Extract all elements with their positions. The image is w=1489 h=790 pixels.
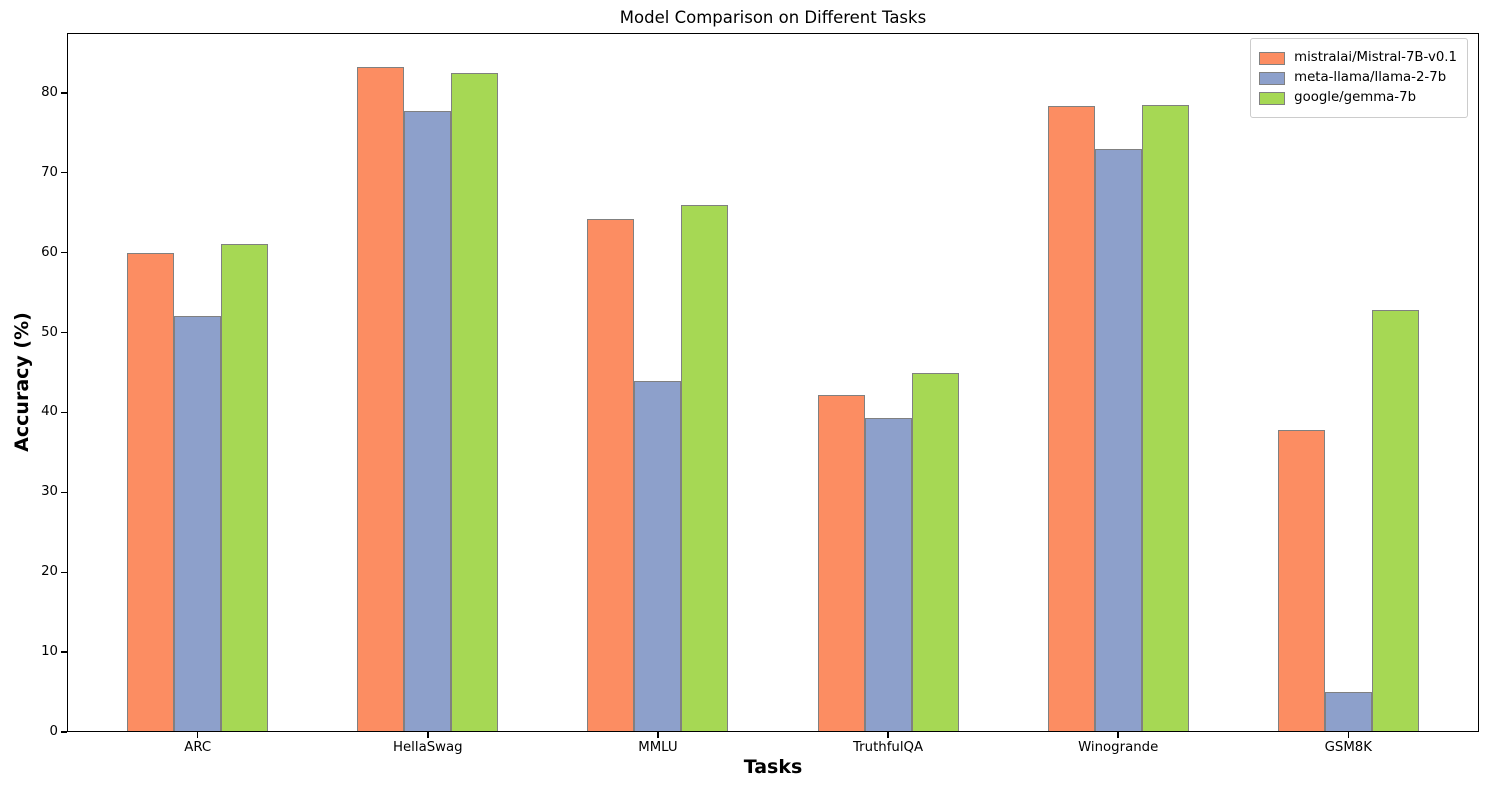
- legend-label: meta-llama/llama-2-7b: [1294, 70, 1447, 85]
- y-tick-mark: [61, 731, 67, 733]
- y-tick-mark: [61, 92, 67, 94]
- axes-border: [67, 33, 1479, 732]
- bar: [911, 373, 959, 732]
- x-tick-mark: [657, 732, 659, 738]
- bar: [1141, 104, 1189, 732]
- y-tick-label: 0: [49, 724, 58, 739]
- legend-label: google/gemma-7b: [1294, 90, 1417, 105]
- x-tick-mark: [1347, 732, 1349, 738]
- y-tick-mark: [61, 251, 67, 254]
- x-tick-label: ARC: [184, 740, 212, 755]
- y-tick-mark: [61, 331, 67, 334]
- legend-item: mistralai/Mistral-7B-v0.1: [1259, 50, 1457, 66]
- bar: [451, 72, 499, 732]
- x-tick-label: HellaSwag: [393, 740, 463, 755]
- y-tick-label: 70: [41, 164, 58, 180]
- y-tick-mark: [61, 411, 67, 414]
- legend-label: mistralai/Mistral-7B-v0.1: [1294, 50, 1457, 65]
- y-tick-mark: [61, 571, 67, 573]
- bar: [587, 219, 635, 732]
- bar: [404, 111, 452, 732]
- bar: [1324, 692, 1372, 732]
- bar: [681, 204, 729, 732]
- legend-swatch: [1259, 71, 1286, 85]
- bar: [817, 394, 865, 732]
- y-tick-label: 10: [41, 644, 58, 660]
- legend-swatch: [1259, 91, 1286, 105]
- bar: [221, 243, 269, 732]
- x-axis-label: Tasks: [743, 756, 803, 778]
- bar: [1277, 430, 1325, 732]
- x-tick-label: MMLU: [638, 740, 678, 755]
- bar: [1047, 105, 1095, 732]
- y-tick-label: 80: [41, 84, 58, 100]
- y-tick-mark: [61, 651, 67, 653]
- bar: [357, 66, 405, 732]
- x-tick-mark: [427, 732, 429, 738]
- legend-item: google/gemma-7b: [1259, 90, 1457, 106]
- y-tick-mark: [61, 172, 67, 174]
- x-tick-mark: [197, 732, 199, 738]
- legend-item: meta-llama/llama-2-7b: [1259, 70, 1457, 86]
- x-tick-mark: [887, 732, 889, 738]
- y-tick-mark: [61, 491, 67, 494]
- x-tick-mark: [1117, 732, 1119, 738]
- y-tick-label: 40: [41, 404, 58, 420]
- y-tick-label: 50: [41, 324, 58, 340]
- chart-title: Model Comparison on Different Tasks: [619, 8, 927, 27]
- y-tick-label: 20: [41, 564, 58, 580]
- bar: [1371, 310, 1419, 732]
- y-tick-label: 30: [41, 484, 58, 500]
- bar: [864, 418, 912, 732]
- bar: [127, 252, 175, 732]
- x-tick-label: GSM8K: [1324, 740, 1372, 755]
- bar: [174, 315, 222, 732]
- x-tick-label: TruthfulQA: [853, 740, 924, 755]
- legend-swatch: [1259, 51, 1286, 65]
- legend: mistralai/Mistral-7B-v0.1 meta-llama/llam…: [1250, 38, 1468, 118]
- y-tick-label: 60: [41, 244, 58, 260]
- bar: [1094, 148, 1142, 732]
- bar: [634, 380, 682, 732]
- x-tick-label: Winogrande: [1078, 740, 1159, 755]
